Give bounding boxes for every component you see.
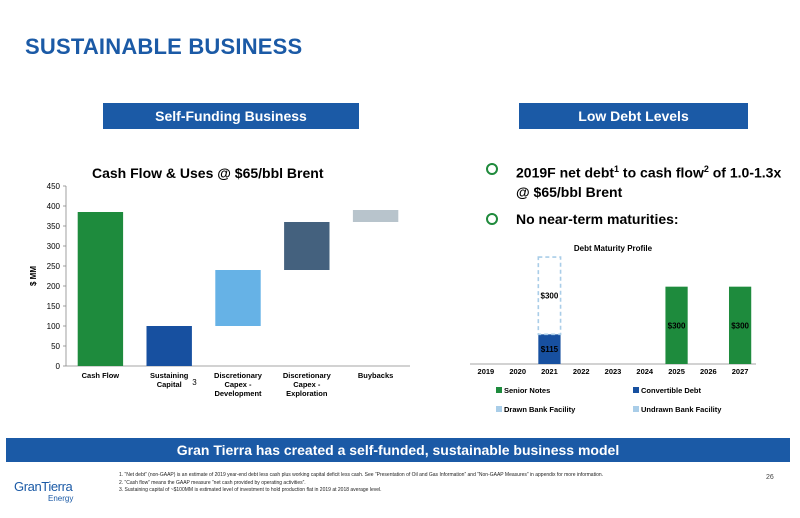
debt-year-label: 2026 (700, 367, 717, 376)
bullet-text-c: of 1.0-1.3x @ $65/bbl Brent (516, 164, 782, 200)
y-tick-label: 100 (47, 322, 61, 331)
waterfall-bar (146, 326, 192, 366)
legend-swatch (633, 406, 639, 412)
y-axis-label: $ MM (29, 266, 38, 286)
gran-tierra-logo: GranTierra Energy (14, 477, 104, 507)
waterfall-bar (284, 222, 330, 270)
cash-flow-chart-title: Cash Flow & Uses @ $65/bbl Brent (92, 165, 324, 181)
y-tick-label: 300 (47, 242, 61, 251)
bullet-text: No near-term maturities: (516, 210, 679, 227)
page-title: SUSTAINABLE BUSINESS (25, 34, 303, 59)
x-category-label: Exploration (286, 389, 328, 398)
footnote-1: 1. “Net debt” (non-GAAP) is an estimate … (119, 472, 604, 478)
bullet-list: 2019F net debt1 to cash flow2 of 1.0-1.3… (486, 160, 786, 237)
page-number: 26 (766, 474, 774, 481)
legend-label: Convertible Debt (641, 386, 702, 395)
debt-year-label: 2020 (509, 367, 526, 376)
footnote-ref-3: 3 (192, 378, 197, 387)
x-category-label: Capex - (293, 380, 321, 389)
y-tick-label: 450 (47, 182, 61, 191)
bullet-text-a: 2019F net debt (516, 164, 615, 181)
legend-label: Undrawn Bank Facility (641, 405, 722, 414)
debt-bar (665, 286, 688, 364)
debt-year-label: 2019 (478, 367, 495, 376)
debt-year-label: 2025 (668, 367, 685, 376)
debt-year-label: 2022 (573, 367, 590, 376)
footnote-2: 2. “Cash flow” means the GAAP measure “n… (119, 479, 306, 486)
y-tick-label: 150 (47, 302, 61, 311)
legend-label: Drawn Bank Facility (504, 405, 576, 414)
legend-swatch (633, 387, 639, 393)
x-category-label: Discretionary (283, 371, 332, 380)
footnote-ref-2: 2 (703, 164, 709, 174)
debt-bar (728, 286, 752, 364)
bullet-net-debt: 2019F net debt1 to cash flow2 of 1.0-1.3… (486, 160, 786, 202)
low-debt-banner: Low Debt Levels (519, 103, 748, 129)
bullet-text-b: to cash flow (619, 164, 704, 181)
y-tick-label: 250 (47, 262, 61, 271)
self-funding-banner: Self-Funding Business (103, 103, 359, 129)
x-category-label: Sustaining (150, 371, 189, 380)
waterfall-bar (352, 210, 399, 222)
debt-bar-label: $300 (668, 321, 686, 330)
waterfall-bar (215, 270, 261, 326)
summary-banner: Gran Tierra has created a self-funded, s… (6, 438, 790, 462)
legend-swatch (496, 387, 502, 393)
bullet-circle-icon (486, 163, 498, 175)
debt-year-label: 2024 (636, 367, 654, 376)
debt-bar (538, 334, 561, 364)
footnote-3: 3. Sustaining capital of ~$100MM is esti… (119, 487, 382, 494)
debt-bar-label: $300 (541, 292, 559, 301)
debt-chart-title: Debt Maturity Profile (574, 244, 653, 253)
y-tick-label: 350 (47, 222, 61, 231)
debt-bar-label: $115 (541, 345, 559, 354)
footnotes: 1. “Net debt” (non-GAAP) is an estimate … (119, 472, 759, 495)
logo-sub-text: Energy (48, 494, 74, 503)
y-tick-label: 0 (56, 362, 61, 371)
y-tick-label: 400 (47, 202, 61, 211)
x-category-label: Capital (157, 380, 182, 389)
bullet-maturities: No near-term maturities: (486, 210, 786, 229)
y-tick-label: 200 (47, 282, 61, 291)
debt-year-label: 2021 (541, 367, 558, 376)
x-category-label: Discretionary (214, 371, 263, 380)
x-category-label: Development (214, 389, 262, 398)
waterfall-bar (77, 212, 124, 366)
y-tick-label: 50 (51, 342, 60, 351)
debt-bar-label: $300 (731, 321, 749, 330)
x-category-label: Buybacks (358, 371, 393, 380)
footnote-ref-1: 1 (614, 164, 620, 174)
x-category-label: Cash Flow (82, 371, 120, 380)
logo-main-text: GranTierra (14, 479, 73, 494)
bullet-circle-icon (486, 212, 498, 225)
debt-year-label: 2023 (605, 367, 622, 376)
legend-swatch (496, 406, 502, 412)
debt-year-label: 2027 (732, 367, 749, 376)
x-category-label: Capex - (224, 380, 252, 389)
legend-label: Senior Notes (504, 386, 550, 395)
